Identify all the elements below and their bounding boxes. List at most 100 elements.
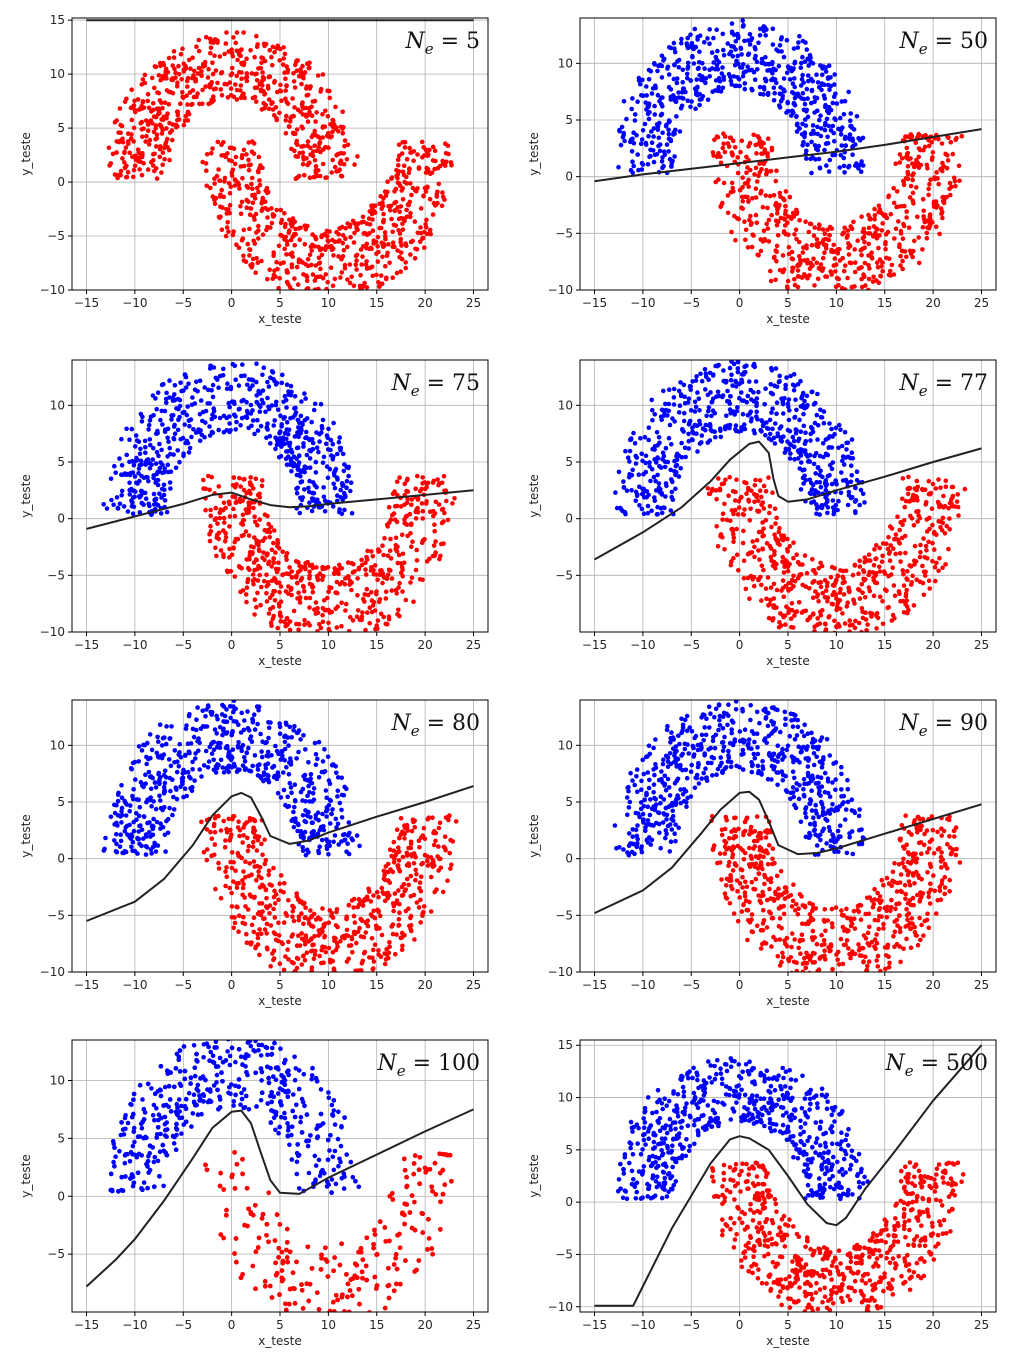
data-point (153, 123, 159, 128)
data-point (686, 446, 691, 451)
data-point (747, 379, 752, 384)
data-point (780, 253, 786, 258)
data-point (901, 571, 906, 577)
data-point (450, 501, 455, 506)
data-point (262, 91, 268, 96)
data-point (369, 609, 375, 615)
data-point (183, 113, 189, 119)
data-point (157, 154, 163, 160)
data-point (731, 44, 736, 49)
y-axis-label: y_teste (19, 132, 33, 176)
data-point (166, 55, 172, 61)
data-point (278, 614, 284, 619)
data-point (307, 569, 312, 575)
data-point (906, 474, 911, 480)
data-point (280, 62, 286, 67)
data-point (639, 451, 644, 457)
data-point (768, 278, 774, 284)
data-point (300, 112, 306, 117)
data-point (221, 552, 226, 557)
data-point (830, 460, 836, 465)
data-point (688, 408, 694, 413)
data-point (417, 489, 423, 494)
data-point (171, 55, 177, 60)
data-point (377, 572, 383, 577)
data-point (769, 212, 774, 218)
data-point (749, 416, 754, 421)
data-point (270, 107, 276, 112)
data-point (383, 236, 388, 242)
data-point (306, 65, 312, 71)
data-point (413, 486, 419, 491)
data-point (288, 383, 294, 389)
data-point (308, 145, 313, 151)
data-point (234, 87, 240, 93)
data-point (804, 570, 810, 576)
data-point (862, 595, 868, 600)
data-point (233, 377, 238, 382)
data-point (757, 33, 763, 38)
data-point (165, 69, 171, 75)
data-point (256, 66, 261, 71)
data-point (926, 578, 932, 584)
data-point (887, 558, 893, 563)
data-point (161, 62, 167, 68)
data-point (147, 437, 153, 442)
data-point (853, 510, 858, 516)
data-point (842, 287, 848, 290)
data-point (122, 165, 128, 171)
data-point (699, 433, 705, 438)
data-point (681, 418, 687, 424)
data-point (831, 263, 837, 268)
data-point (779, 49, 784, 54)
data-point (818, 133, 824, 139)
data-point (955, 492, 960, 497)
data-point (271, 556, 276, 561)
data-point (749, 244, 755, 250)
data-point (656, 481, 662, 486)
data-point (684, 71, 690, 77)
data-point (727, 422, 733, 428)
data-point (131, 504, 137, 510)
data-point (822, 250, 827, 255)
data-point (924, 162, 930, 168)
data-point (863, 577, 868, 582)
data-point (745, 165, 750, 170)
data-point (835, 507, 840, 513)
data-point (813, 639, 818, 644)
data-point (317, 571, 323, 576)
data-point (365, 610, 370, 615)
data-point (760, 520, 765, 525)
data-point (342, 143, 347, 149)
data-point (317, 621, 322, 627)
data-point (208, 50, 213, 56)
data-point (164, 76, 169, 81)
data-point (812, 491, 817, 497)
data-point (814, 260, 819, 266)
data-point (900, 258, 905, 264)
data-point (734, 59, 739, 64)
data-point (317, 260, 323, 266)
data-point (821, 296, 826, 301)
data-point (777, 525, 782, 531)
data-point (649, 508, 654, 513)
data-point (776, 379, 782, 385)
data-point (260, 372, 265, 378)
data-point (910, 573, 915, 579)
x-tick-label: −15 (74, 638, 99, 652)
data-point (396, 607, 401, 613)
data-point (643, 453, 649, 459)
data-point (137, 167, 142, 172)
data-point (313, 263, 319, 268)
data-point (194, 379, 199, 385)
x-tick-label: −5 (174, 638, 192, 652)
data-point (940, 515, 946, 521)
data-point (834, 101, 840, 106)
data-point (156, 73, 162, 78)
data-point (657, 148, 663, 154)
data-point (399, 532, 405, 538)
data-point (710, 89, 715, 94)
data-point (318, 633, 323, 638)
data-point (669, 494, 674, 500)
data-point (173, 124, 179, 130)
